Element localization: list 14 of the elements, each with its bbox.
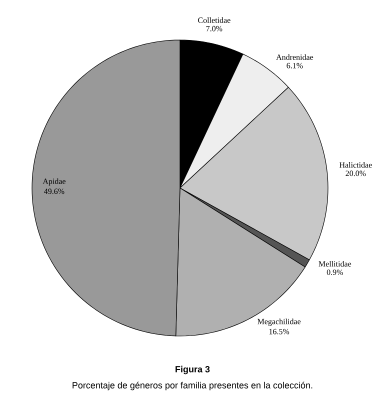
data-label: 6.1% (286, 62, 303, 68)
data-label: 20.0% (346, 170, 366, 176)
text: Porcentaje de géneros por familia presentes en la colección. (72, 382, 312, 390)
data-label: 16.5% (269, 328, 290, 334)
slice-label: Mellitidae (318, 260, 352, 267)
data-label: 0.9% (326, 270, 343, 276)
slice-label: Megachilidae (258, 318, 301, 326)
slice-label: Colletidae (198, 17, 230, 23)
slice-label: Halictidae (340, 162, 372, 168)
slice-label: Andrenidae (276, 54, 314, 60)
slice-label: Apidae (42, 178, 66, 186)
text: Figura 3 (176, 366, 210, 374)
data-label: 7.0% (206, 26, 222, 32)
data-label: 49.6% (44, 188, 64, 194)
